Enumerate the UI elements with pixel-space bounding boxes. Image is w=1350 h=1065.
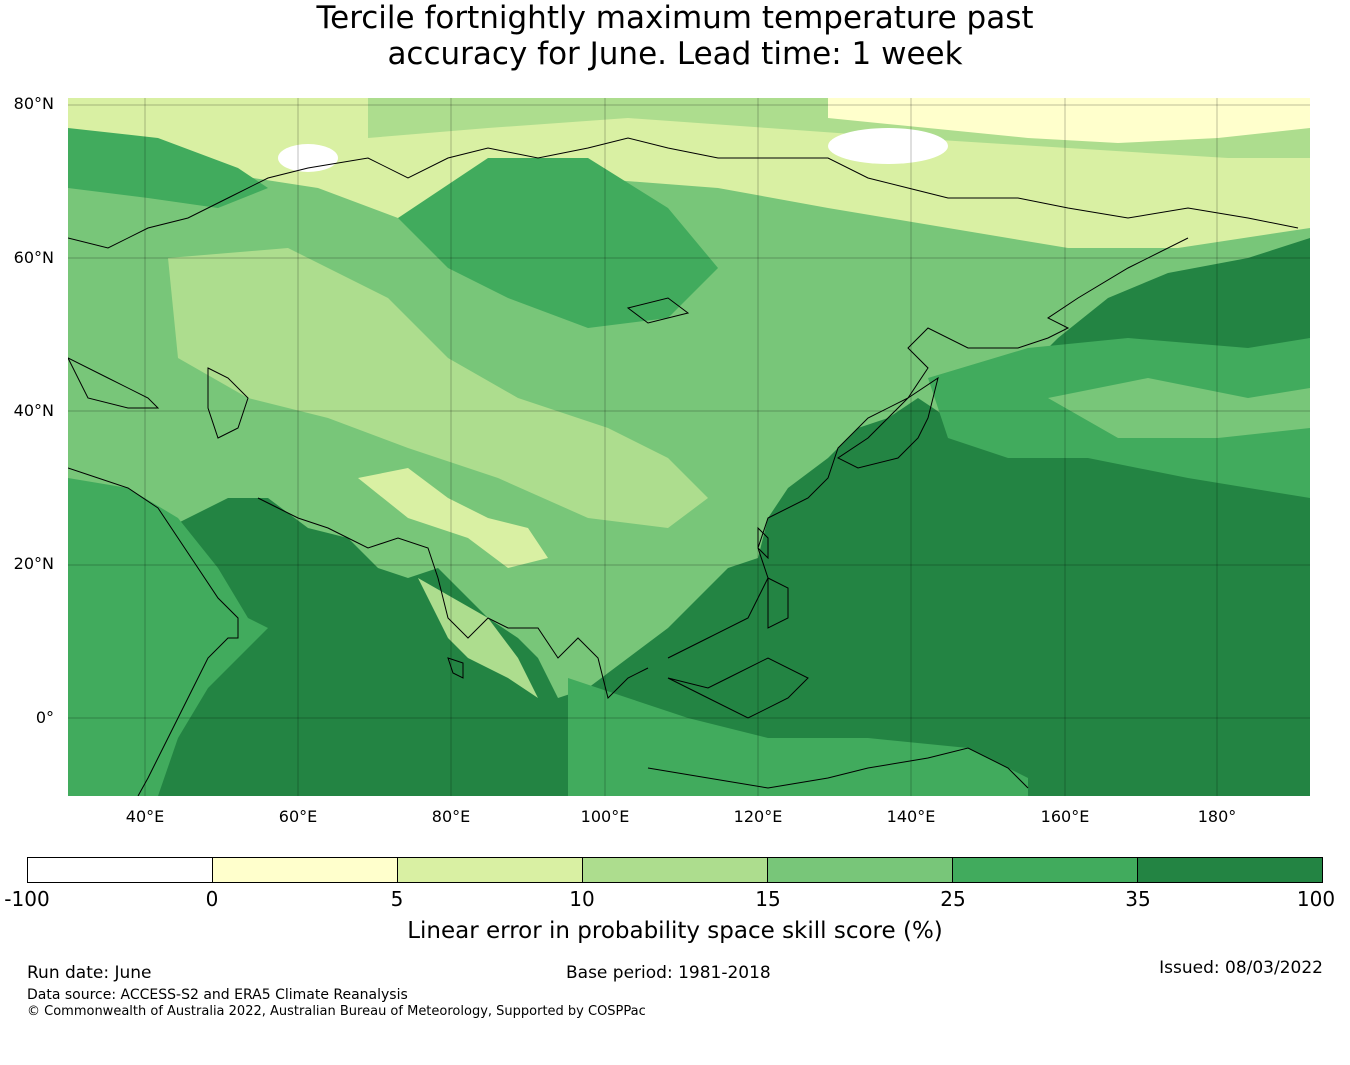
colorbar-label: Linear error in probability space skill … <box>407 918 943 944</box>
lat-label-60n: 60°N <box>13 248 54 267</box>
lat-label-20n: 20°N <box>13 554 54 573</box>
colorbar <box>27 857 1323 883</box>
lon-label-40e: 40°E <box>125 807 165 826</box>
region-indonesia <box>568 678 1028 796</box>
colorbar-tick: 0 <box>205 887 219 911</box>
region-west-dark <box>68 128 268 208</box>
colorbar-tick: 25 <box>940 887 966 911</box>
lon-label-180: 180° <box>1197 807 1237 826</box>
region-eurasia <box>68 98 1310 698</box>
colorbar-tick: 5 <box>390 887 404 911</box>
run-date: Run date: June <box>27 963 152 983</box>
region-arctic-yellow <box>828 98 1310 143</box>
region-north-pacific-light <box>1048 378 1310 438</box>
base-period: Base period: 1981-2018 <box>566 963 771 983</box>
colorbar-segment <box>1138 858 1322 882</box>
lon-label-140e: 140°E <box>886 807 936 826</box>
region-himalaya-light <box>358 468 548 568</box>
copyright: © Commonwealth of Australia 2022, Austra… <box>27 1004 646 1019</box>
lon-label-80e: 80°E <box>431 807 471 826</box>
lon-label-160e: 160°E <box>1040 807 1090 826</box>
chart-title: Tercile fortnightly maximum temperature … <box>0 0 1350 72</box>
colorbar-segment <box>953 858 1138 882</box>
colorbar-tick: -100 <box>4 887 50 911</box>
lon-label-100e: 100°E <box>580 807 630 826</box>
issued-date: Issued: 08/03/2022 <box>1159 958 1323 978</box>
lon-label-60e: 60°E <box>278 807 318 826</box>
graticule <box>68 98 1310 796</box>
title-line-1: Tercile fortnightly maximum temperature … <box>316 0 1034 36</box>
colorbar-segment <box>768 858 953 882</box>
colorbar-segment <box>583 858 768 882</box>
region-africa-arabia <box>68 478 268 796</box>
colorbar-tick: 100 <box>1296 887 1336 911</box>
region-india <box>418 578 538 698</box>
skill-map-svg <box>68 98 1310 796</box>
coastlines <box>68 137 1299 796</box>
colorbar-segment <box>213 858 398 882</box>
region-siberia-green <box>398 158 718 328</box>
title-line-2: accuracy for June. Lead time: 1 week <box>387 36 963 72</box>
colorbar-segment <box>28 858 213 882</box>
colorbar-tick: 10 <box>569 887 595 911</box>
lat-label-0: 0° <box>35 708 54 727</box>
lat-label-80n: 80°N <box>13 94 54 113</box>
lon-label-120e: 120°E <box>733 807 783 826</box>
skill-map <box>68 98 1310 796</box>
colorbar-segment <box>398 858 583 882</box>
region-arctic-white <box>828 128 948 164</box>
colorbar-tick: 35 <box>1125 887 1151 911</box>
region-central-light <box>168 248 708 528</box>
colorbar-tick: 15 <box>755 887 781 911</box>
lat-label-40n: 40°N <box>13 401 54 420</box>
data-source: Data source: ACCESS-S2 and ERA5 Climate … <box>27 987 408 1003</box>
